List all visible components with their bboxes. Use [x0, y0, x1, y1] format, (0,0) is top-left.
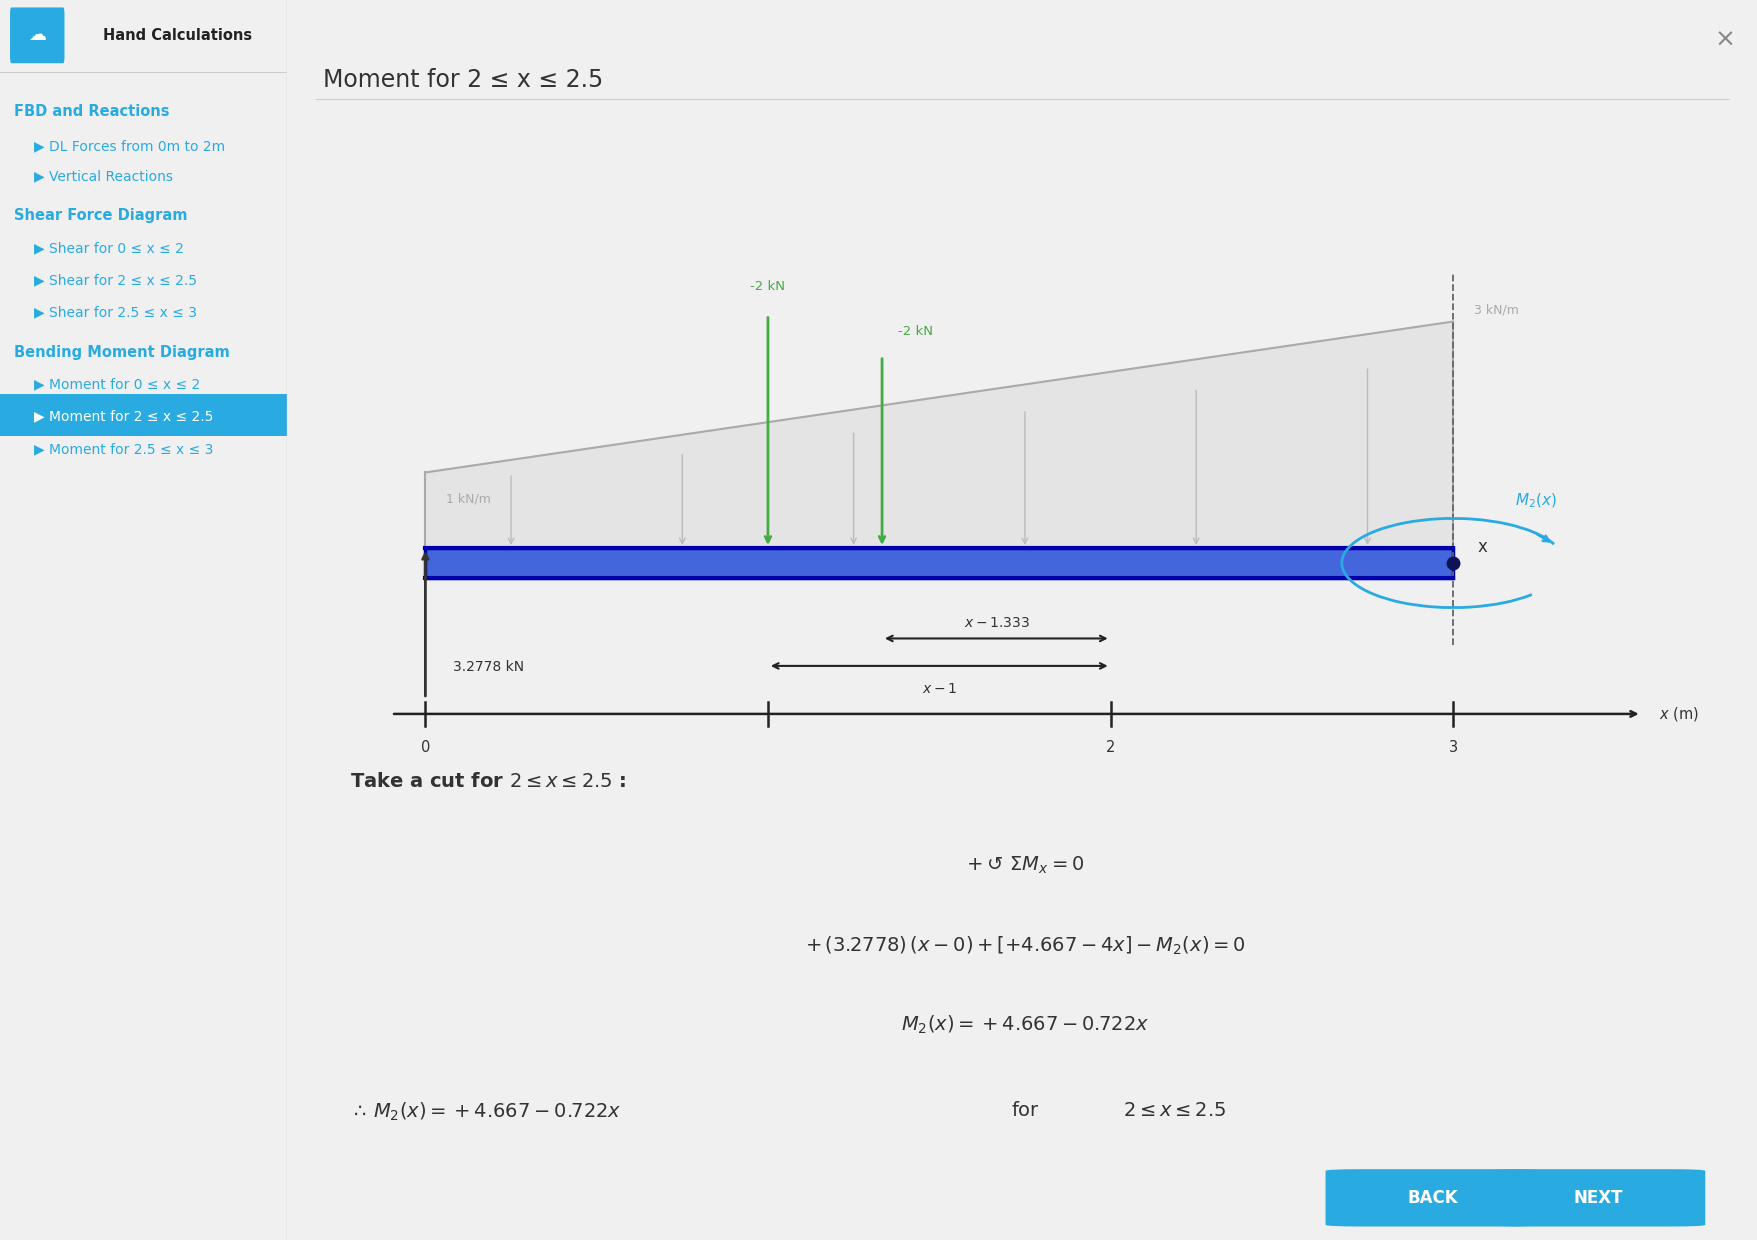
Text: $x$ (m): $x$ (m)	[1659, 704, 1697, 723]
Text: x: x	[1476, 538, 1486, 556]
Text: $M_2(x)$: $M_2(x)$	[1515, 492, 1557, 510]
Text: $+ \circlearrowleft \,\Sigma M_x = 0$: $+ \circlearrowleft \,\Sigma M_x = 0$	[965, 856, 1084, 877]
FancyBboxPatch shape	[1490, 1169, 1704, 1226]
Text: Shear Force Diagram: Shear Force Diagram	[14, 208, 188, 223]
Text: BACK: BACK	[1407, 1189, 1457, 1207]
FancyBboxPatch shape	[11, 7, 65, 63]
Text: $2 \leq x \leq 2.5$: $2 \leq x \leq 2.5$	[1123, 1101, 1226, 1120]
Text: ▶ Moment for 2.5 ≤ x ≤ 3: ▶ Moment for 2.5 ≤ x ≤ 3	[35, 441, 214, 456]
Text: ▶ DL Forces from 0m to 2m: ▶ DL Forces from 0m to 2m	[35, 139, 225, 154]
Text: $M_2(x) = +4.667 - 0.722x$: $M_2(x) = +4.667 - 0.722x$	[900, 1014, 1149, 1037]
Text: 3.2778 kN: 3.2778 kN	[453, 661, 524, 675]
Polygon shape	[425, 321, 1453, 548]
Text: ☁: ☁	[28, 26, 46, 43]
FancyBboxPatch shape	[1325, 1169, 1539, 1226]
FancyBboxPatch shape	[425, 548, 1453, 578]
Text: 3 kN/m: 3 kN/m	[1472, 304, 1518, 316]
Text: 2: 2	[1105, 740, 1114, 755]
Text: -2 kN: -2 kN	[750, 280, 785, 293]
Text: $x - 1$: $x - 1$	[921, 682, 956, 697]
Text: Moment for 2 ≤ x ≤ 2.5: Moment for 2 ≤ x ≤ 2.5	[323, 68, 603, 92]
Text: -2 kN: -2 kN	[898, 325, 933, 339]
Text: $x - 1.333$: $x - 1.333$	[965, 616, 1030, 630]
Text: ×: ×	[1713, 27, 1734, 51]
Text: for: for	[1010, 1101, 1038, 1120]
Text: 0: 0	[420, 740, 430, 755]
Text: ▶ Shear for 2 ≤ x ≤ 2.5: ▶ Shear for 2 ≤ x ≤ 2.5	[35, 273, 197, 288]
Text: ▶ Shear for 0 ≤ x ≤ 2: ▶ Shear for 0 ≤ x ≤ 2	[35, 241, 184, 255]
Text: ▶ Shear for 2.5 ≤ x ≤ 3: ▶ Shear for 2.5 ≤ x ≤ 3	[35, 305, 197, 320]
Text: 3: 3	[1448, 740, 1457, 755]
Text: FBD and Reactions: FBD and Reactions	[14, 104, 170, 119]
Text: $+\,(3.2778)\,(x - 0) + [+4.667 - 4x] - M_2(x) = 0$: $+\,(3.2778)\,(x - 0) + [+4.667 - 4x] - …	[805, 935, 1244, 957]
Text: Take a cut for $2 \leq x \leq 2.5$ :: Take a cut for $2 \leq x \leq 2.5$ :	[350, 771, 625, 791]
Text: ▶ Moment for 0 ≤ x ≤ 2: ▶ Moment for 0 ≤ x ≤ 2	[35, 377, 200, 392]
Text: ▶ Moment for 2 ≤ x ≤ 2.5: ▶ Moment for 2 ≤ x ≤ 2.5	[35, 409, 214, 424]
Text: Bending Moment Diagram: Bending Moment Diagram	[14, 345, 230, 360]
Text: Hand Calculations: Hand Calculations	[104, 29, 251, 43]
Text: 1 kN/m: 1 kN/m	[446, 492, 490, 506]
FancyBboxPatch shape	[0, 394, 286, 436]
Text: $\therefore\, M_2(x) = +4.667 - 0.722x$: $\therefore\, M_2(x) = +4.667 - 0.722x$	[350, 1101, 622, 1123]
Text: ▶ Vertical Reactions: ▶ Vertical Reactions	[35, 169, 174, 184]
Text: NEXT: NEXT	[1573, 1189, 1622, 1207]
